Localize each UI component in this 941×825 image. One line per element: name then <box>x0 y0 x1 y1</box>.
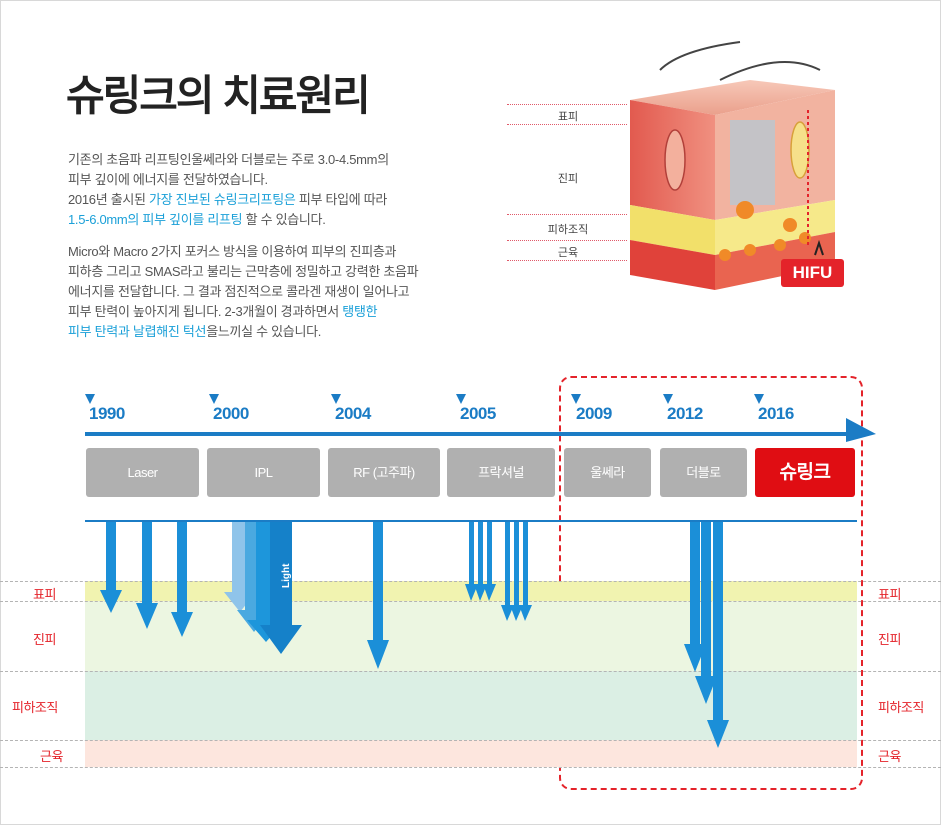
light-label: Light <box>281 563 292 588</box>
arrow-fractional <box>501 522 514 621</box>
desc-line: Micro와 Macro 2가지 포커스 방식을 이용하여 피부의 진피층과 <box>68 244 397 259</box>
tech-shurink: 슈링크 <box>755 448 855 497</box>
arrow-fractional <box>474 522 487 601</box>
layer-subcutaneous <box>85 671 857 740</box>
layer-label-right: 표피 <box>878 587 901 602</box>
layer-label-right: 근육 <box>878 749 901 764</box>
arrow-doublo <box>684 522 706 672</box>
layer-label-left: 근육 <box>40 749 63 764</box>
arrow-ipl <box>237 522 271 632</box>
skin-label-muscle: 근육 <box>557 247 579 259</box>
divider <box>507 240 627 241</box>
skin-label-subcutaneous: 피하조직 <box>547 224 589 236</box>
divider <box>507 214 627 215</box>
year-marker-icon <box>456 394 466 404</box>
year-label: 2009 <box>576 404 612 423</box>
layer-label-left: 표피 <box>33 587 56 602</box>
desc-line: 2016년 출시된 가장 진보된 슈링크리프팅은 피부 타입에 따라 <box>68 192 388 207</box>
divider <box>507 104 627 105</box>
divider <box>0 671 941 672</box>
year-label: 2012 <box>667 404 703 423</box>
arrow-rf <box>367 522 389 669</box>
tech-ipl: IPL <box>207 448 320 497</box>
timeline-arrow <box>85 418 876 442</box>
year-marker-icon <box>571 394 581 404</box>
desc-line: 피부 탄력과 날렵해진 턱선을느끼실 수 있습니다. <box>68 324 322 339</box>
desc-line: 에너지를 전달합니다. 그 결과 점진적으로 콜라겐 재생이 일어나고 <box>68 284 410 299</box>
arrow-fractional <box>510 522 523 621</box>
layer-label-left: 피하조직 <box>12 700 58 715</box>
layer-label-right: 피하조직 <box>878 700 924 715</box>
arrow-fractional <box>465 522 478 601</box>
arrow-laser <box>171 522 193 637</box>
skin-label-epidermis: 표피 <box>557 111 579 123</box>
tech-laser: Laser <box>86 448 199 497</box>
year-label: 2004 <box>335 404 371 423</box>
depth-baseline <box>85 520 857 522</box>
year-marker-icon <box>331 394 341 404</box>
description-paragraph-1: 기존의 초음파 리프팅인울쎄라와 더블로는 주로 3.0-4.5mm의 피부 깊… <box>68 150 488 230</box>
year-marker-icon <box>754 394 764 404</box>
desc-line: 기존의 초음파 리프팅인울쎄라와 더블로는 주로 3.0-4.5mm의 <box>68 152 389 167</box>
divider <box>0 740 941 741</box>
year-marker-icon <box>209 394 219 404</box>
year-marker-icon <box>663 394 673 404</box>
skin-illustration <box>630 41 835 290</box>
desc-line: 피부 깊이에 에너지를 전달하였습니다. <box>68 172 268 187</box>
year-marker-icon <box>85 394 95 404</box>
arrow-doublo <box>707 522 729 748</box>
arrow-ipl <box>260 522 302 654</box>
skin-label-dermis: 진피 <box>557 173 579 185</box>
year-label: 1990 <box>89 404 125 423</box>
highlight-text: 1.5-6.0mm의 피부 깊이를 리프팅 <box>68 212 243 227</box>
highlight-text: 피부 탄력과 날렵해진 턱선 <box>68 324 207 339</box>
layer-label-left: 진피 <box>33 632 56 647</box>
desc-line: 피하층 그리고 SMAS라고 불리는 근막층에 정밀하고 강력한 초음파 <box>68 264 419 279</box>
highlight-text: 탱탱한 <box>342 304 378 319</box>
highlight-text: 가장 진보된 슈링크리프팅은 <box>148 192 296 207</box>
description-paragraph-2: Micro와 Macro 2가지 포커스 방식을 이용하여 피부의 진피층과 피… <box>68 242 488 342</box>
year-label: 2005 <box>460 404 496 423</box>
tech-rf: RF (고주파) <box>328 448 440 497</box>
layer-dermis <box>85 601 857 671</box>
arrow-fractional <box>519 522 532 621</box>
divider <box>0 601 941 602</box>
arrow-laser <box>100 522 122 613</box>
layer-muscle <box>85 740 857 767</box>
arrow-laser <box>136 522 158 629</box>
year-label: 2016 <box>758 404 794 423</box>
layer-label-right: 진피 <box>878 632 901 647</box>
desc-line: 1.5-6.0mm의 피부 깊이를 리프팅 할 수 있습니다. <box>68 212 326 227</box>
divider <box>0 767 941 768</box>
arrow-fractional <box>483 522 496 601</box>
page-title: 슈링크의 치료원리 <box>66 72 371 119</box>
divider <box>507 260 627 261</box>
arrow-doublo <box>695 522 717 704</box>
tech-ulthera: 울쎄라 <box>564 448 651 497</box>
tech-fractional: 프락셔널 <box>447 448 555 497</box>
year-label: 2000 <box>213 404 249 423</box>
divider <box>507 124 627 125</box>
hifu-badge: HIFU <box>781 259 844 287</box>
desc-line: 피부 탄력이 높아지게 됩니다. 2-3개월이 경과하면서 탱탱한 <box>68 304 378 319</box>
tech-doublo: 더블로 <box>660 448 747 497</box>
